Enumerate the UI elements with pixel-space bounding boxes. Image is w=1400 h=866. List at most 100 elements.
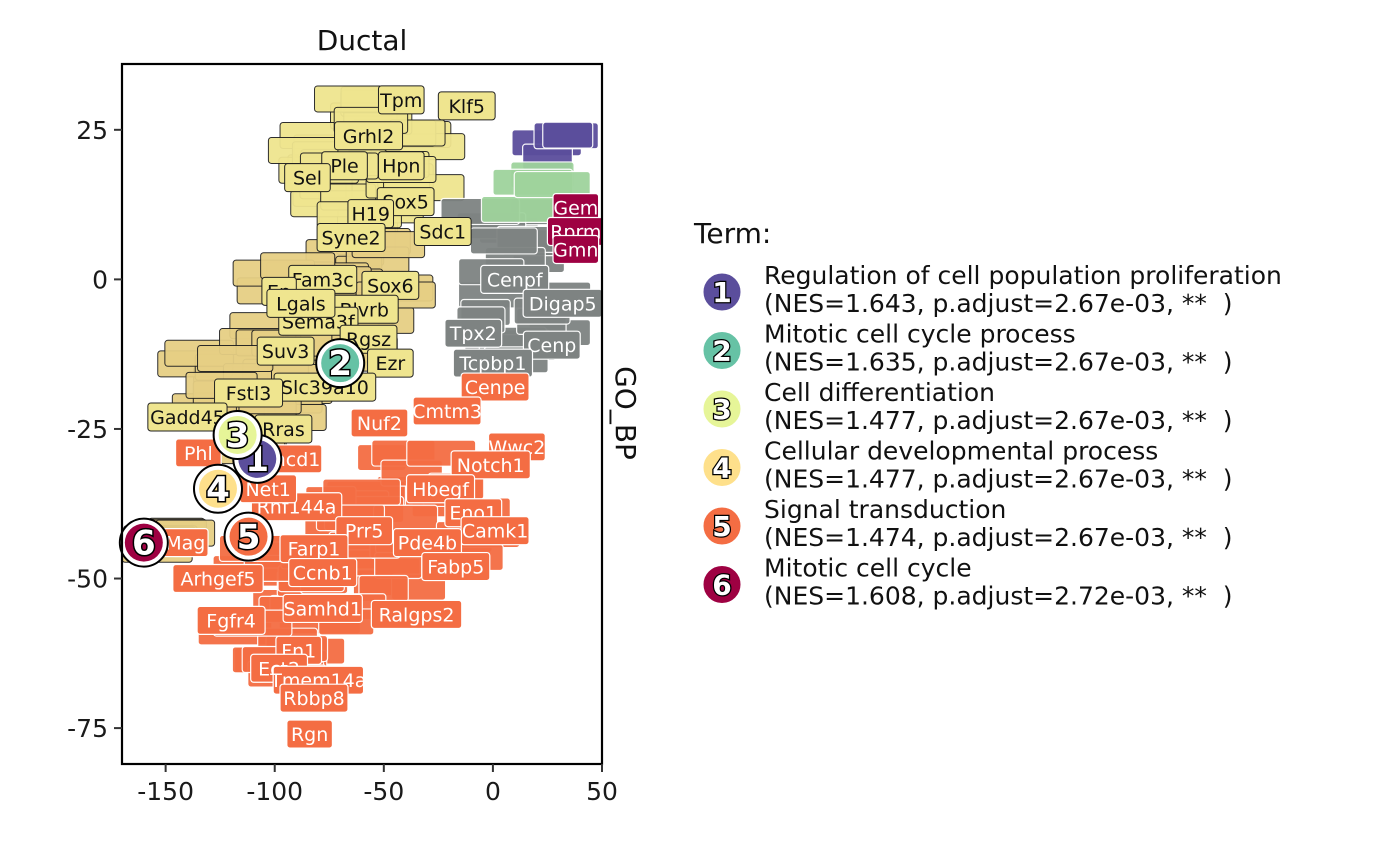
gene-label: Ple bbox=[321, 151, 368, 181]
legend-key-number: 3 bbox=[712, 393, 731, 426]
gene-label: Cenpe bbox=[460, 372, 530, 402]
legend-key-number: 1 bbox=[712, 276, 731, 309]
gene-label: Fam3c bbox=[288, 264, 358, 294]
gene-label: Lgals bbox=[266, 288, 336, 318]
gene-label-box bbox=[377, 85, 425, 115]
legend-term-stats: (NES=1.477, p.adjust=2.67e-03, ** ) bbox=[764, 465, 1233, 494]
gene-label-text: Gem bbox=[553, 198, 598, 220]
y-tick-label: -25 bbox=[67, 415, 108, 444]
gene-label: Tcpbp1 bbox=[452, 348, 534, 378]
term-marker-number: 5 bbox=[237, 518, 261, 558]
term-marker-number: 6 bbox=[132, 524, 156, 564]
gene-label-box bbox=[256, 336, 315, 366]
gene-label: Tpm bbox=[377, 85, 425, 115]
legend-term-stats: (NES=1.608, p.adjust=2.72e-03, ** ) bbox=[764, 582, 1233, 611]
gene-label: Ezr bbox=[367, 348, 414, 378]
legend-key-dot bbox=[702, 272, 742, 312]
gene-label-box bbox=[522, 288, 602, 318]
gene-label: Fgfr4 bbox=[196, 605, 266, 636]
gene-label-text: Tcpbp1 bbox=[458, 353, 526, 375]
legend-term-name: Cellular developmental process bbox=[764, 437, 1158, 466]
gene-label-text: Lgals bbox=[276, 293, 325, 315]
gene-label-box bbox=[288, 557, 358, 588]
gene-label-text: Hbegf bbox=[412, 479, 470, 501]
gene-label-text: Klf5 bbox=[448, 96, 485, 118]
legend-key-number: 6 bbox=[712, 569, 731, 602]
gene-label: Mag bbox=[161, 528, 209, 558]
background-label-box bbox=[469, 227, 538, 255]
x-tick-label: -50 bbox=[363, 777, 404, 806]
term-marker-6: 6 bbox=[118, 517, 169, 568]
legend-key-number: 5 bbox=[712, 510, 731, 543]
gene-label-box bbox=[350, 408, 409, 438]
plot-panel-border bbox=[120, 62, 604, 766]
gene-label-box bbox=[421, 551, 491, 582]
gene-label: Phl bbox=[174, 438, 222, 468]
term-marker-dot bbox=[218, 415, 257, 454]
gene-label-box bbox=[377, 151, 425, 181]
gene-label-text: Rras bbox=[262, 419, 305, 441]
gene-label-text: Notch1 bbox=[457, 455, 525, 477]
gene-label-box bbox=[282, 593, 363, 624]
gene-label-text: Arhgef5 bbox=[180, 569, 255, 591]
gene-label-text: Farp1 bbox=[288, 539, 341, 561]
gene-label: Fabp5 bbox=[421, 551, 491, 582]
gene-label-box bbox=[460, 372, 530, 402]
gene-label-text: Camk1 bbox=[462, 521, 529, 543]
legend-item: 1 Regulation of cell population prolifera… bbox=[702, 261, 1282, 318]
gene-label: Grhl2 bbox=[334, 121, 404, 151]
gene-label-box bbox=[284, 163, 331, 193]
legend-item: 6 Mitotic cell cycle(NES=1.608, p.adjust=… bbox=[702, 554, 1233, 611]
term-marker-dot bbox=[124, 523, 163, 562]
legend: Term: 1 Regulation of cell population pro… bbox=[693, 217, 1282, 611]
gene-label-box bbox=[316, 223, 386, 253]
gene-label-text: Cenpf bbox=[487, 269, 544, 291]
gene-label-text: Gadd45 bbox=[150, 407, 225, 429]
legend-key-dot bbox=[702, 565, 742, 604]
term-marker-3: 3 bbox=[212, 409, 263, 460]
gene-label-text: Nuf2 bbox=[357, 413, 402, 435]
gene-label-text: Tpx2 bbox=[449, 323, 497, 345]
gene-label: Hpn bbox=[377, 151, 425, 181]
term-marker-dot bbox=[199, 469, 237, 508]
gene-label-text: Digap5 bbox=[529, 293, 597, 315]
gene-label-box bbox=[172, 563, 264, 594]
facet-strip-label: GO_BP bbox=[609, 366, 642, 460]
gene-label: Nuf2 bbox=[350, 408, 409, 438]
gene-label: Cenp bbox=[522, 330, 581, 360]
legend-term-name: Regulation of cell population proliferat… bbox=[764, 261, 1282, 290]
gene-label-box bbox=[444, 318, 503, 348]
gene-label: Gadd45 bbox=[147, 402, 228, 432]
term-marker-number: 2 bbox=[328, 344, 352, 384]
chart-title: Ductal bbox=[317, 24, 408, 57]
gene-label-text: Suv3 bbox=[262, 341, 309, 363]
x-tick-label: 0 bbox=[485, 777, 501, 806]
gene-label-text: Rbbp8 bbox=[283, 688, 344, 710]
gene-label: Rgn bbox=[286, 719, 334, 749]
gene-label-text: Fabp5 bbox=[427, 557, 484, 579]
gene-label: Pde4b bbox=[392, 528, 463, 558]
legend-key-dot bbox=[702, 389, 742, 429]
gene-label: Gem bbox=[552, 192, 600, 223]
gene-label: Fstl3 bbox=[214, 378, 284, 408]
gene-label-text: Fam3c bbox=[292, 269, 354, 291]
gene-label-text: Phl bbox=[184, 443, 213, 465]
term-marker-5: 5 bbox=[223, 511, 274, 562]
gene-label-box bbox=[266, 288, 336, 318]
gene-label-text: Hpn bbox=[382, 156, 420, 178]
gene-label-text: Syne2 bbox=[322, 228, 381, 250]
gene-label: Rras bbox=[254, 414, 313, 444]
gene-label-box bbox=[413, 217, 472, 247]
gene-label-text: Sdc1 bbox=[419, 222, 466, 244]
gene-label-text: Ezr bbox=[375, 353, 405, 375]
legend-title: Term: bbox=[693, 217, 771, 250]
gene-label-text: Tpm bbox=[379, 90, 422, 112]
gene-label: Hbegf bbox=[405, 474, 476, 504]
legend-term-name: Cell differentiation bbox=[764, 378, 995, 407]
gene-label: Ccnb1 bbox=[288, 557, 358, 588]
gene-label: Farp1 bbox=[279, 534, 349, 564]
term-marker-4: 4 bbox=[193, 463, 243, 514]
